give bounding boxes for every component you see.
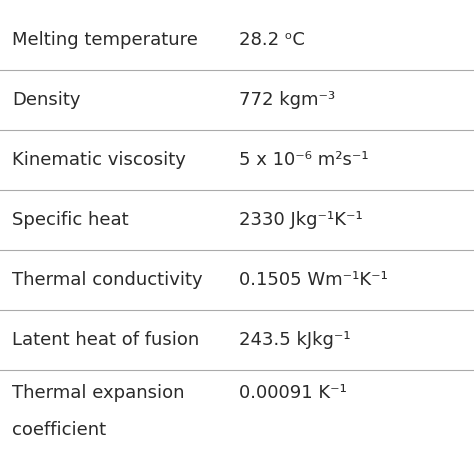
Text: Latent heat of fusion: Latent heat of fusion [12, 331, 199, 349]
Text: 772 kgm⁻³: 772 kgm⁻³ [239, 91, 336, 109]
Text: Melting temperature: Melting temperature [12, 31, 198, 49]
Text: 243.5 kJkg⁻¹: 243.5 kJkg⁻¹ [239, 331, 351, 349]
Text: 5 x 10⁻⁶ m²s⁻¹: 5 x 10⁻⁶ m²s⁻¹ [239, 151, 369, 169]
Text: 2330 Jkg⁻¹K⁻¹: 2330 Jkg⁻¹K⁻¹ [239, 211, 363, 229]
Text: coefficient: coefficient [12, 421, 106, 439]
Text: 0.00091 K⁻¹: 0.00091 K⁻¹ [239, 384, 347, 402]
Text: 28.2 ᵒC: 28.2 ᵒC [239, 31, 305, 49]
Text: Specific heat: Specific heat [12, 211, 128, 229]
Text: Thermal expansion: Thermal expansion [12, 384, 184, 402]
Text: Thermal conductivity: Thermal conductivity [12, 271, 202, 289]
Text: 0.1505 Wm⁻¹K⁻¹: 0.1505 Wm⁻¹K⁻¹ [239, 271, 388, 289]
Text: Kinematic viscosity: Kinematic viscosity [12, 151, 186, 169]
Text: Density: Density [12, 91, 81, 109]
